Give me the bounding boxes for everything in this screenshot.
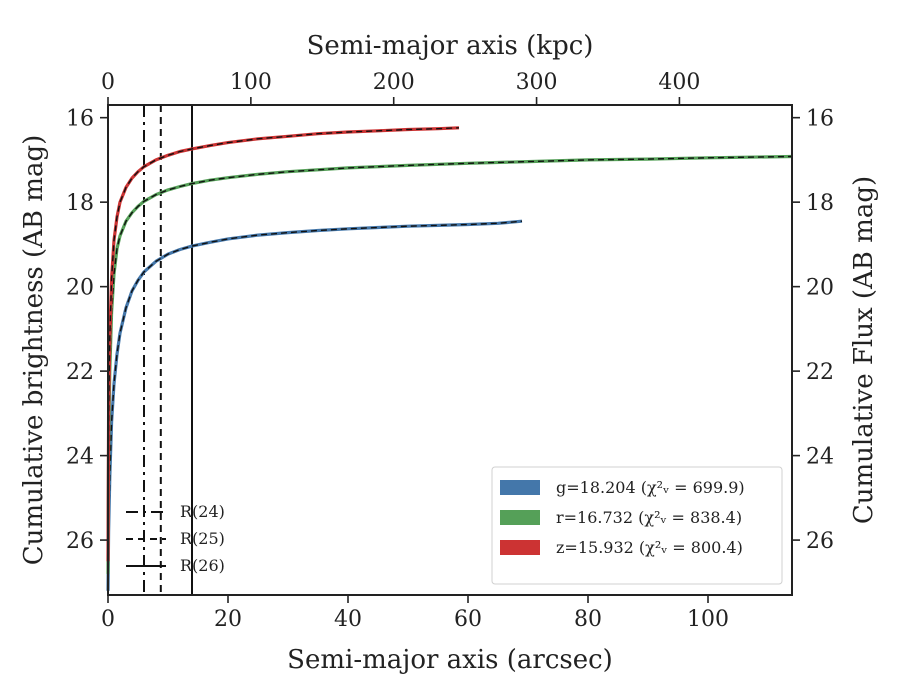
right-y-tick-label: 16 [806,107,834,132]
vline-legend-label: R(26) [180,556,225,575]
y-axis-title: Cumulative brightness (AB mag) [19,135,49,566]
ticks: 0 20 40 60 80 100 0 100 200 300 400 16 16 18 18 20 20 22 2… [66,70,834,632]
vline-legend-label: R(25) [180,529,225,548]
legend-label: r=16.732 (χ²ᵥ = 838.4) [556,508,742,527]
top-x-tick-label: 400 [658,70,700,95]
series-fit-line-r [107,155,793,574]
top-x-tick-label: 100 [230,70,272,95]
legend-swatch [500,540,540,555]
x-tick-label: 20 [214,607,242,632]
x-tick-label: 100 [687,607,729,632]
top-x-tick-label: 200 [373,70,415,95]
right-y-tick-label: 18 [806,191,834,216]
y-tick-label: 22 [66,360,94,385]
series-fit-line-z [107,127,460,562]
top-x-axis-title: Semi-major axis (kpc) [307,31,594,61]
axes [107,104,793,596]
series-fit-line-g [107,220,523,591]
series-line-g [106,219,523,591]
y-tick-label: 18 [66,191,94,216]
plot-area [106,105,793,595]
y-tick-label: 16 [66,107,94,132]
x-tick-label: 40 [334,607,362,632]
right-y-tick-label: 22 [806,360,834,385]
top-x-tick-label: 300 [516,70,558,95]
legend-swatch [500,480,540,495]
legend-swatch [500,510,540,525]
top-x-tick-label: 0 [101,70,115,95]
legend-box [491,466,783,585]
y-tick-label: 24 [66,445,94,470]
vline-legend-label: R(24) [180,502,225,521]
legend-label: z=15.932 (χ²ᵥ = 800.4) [556,538,743,557]
x-tick-label: 80 [574,607,602,632]
radius-legend: R(24) R(25) R(26) [126,502,225,575]
x-axis-title: Semi-major axis (arcsec) [287,645,613,675]
y-tick-label: 26 [66,529,94,554]
right-y-tick-label: 20 [806,276,834,301]
right-y-axis-title: Cumulative Flux (AB mag) [849,176,879,524]
right-y-tick-label: 26 [806,529,834,554]
right-y-tick-label: 24 [806,445,834,470]
series-legend: g=18.204 (χ²ᵥ = 699.9) r=16.732 (χ²ᵥ = 83… [491,466,783,585]
x-tick-label: 60 [454,607,482,632]
legend-label: g=18.204 (χ²ᵥ = 699.9) [556,478,745,497]
x-tick-label: 0 [101,607,115,632]
plot-frame [107,104,793,596]
y-tick-label: 20 [66,276,94,301]
